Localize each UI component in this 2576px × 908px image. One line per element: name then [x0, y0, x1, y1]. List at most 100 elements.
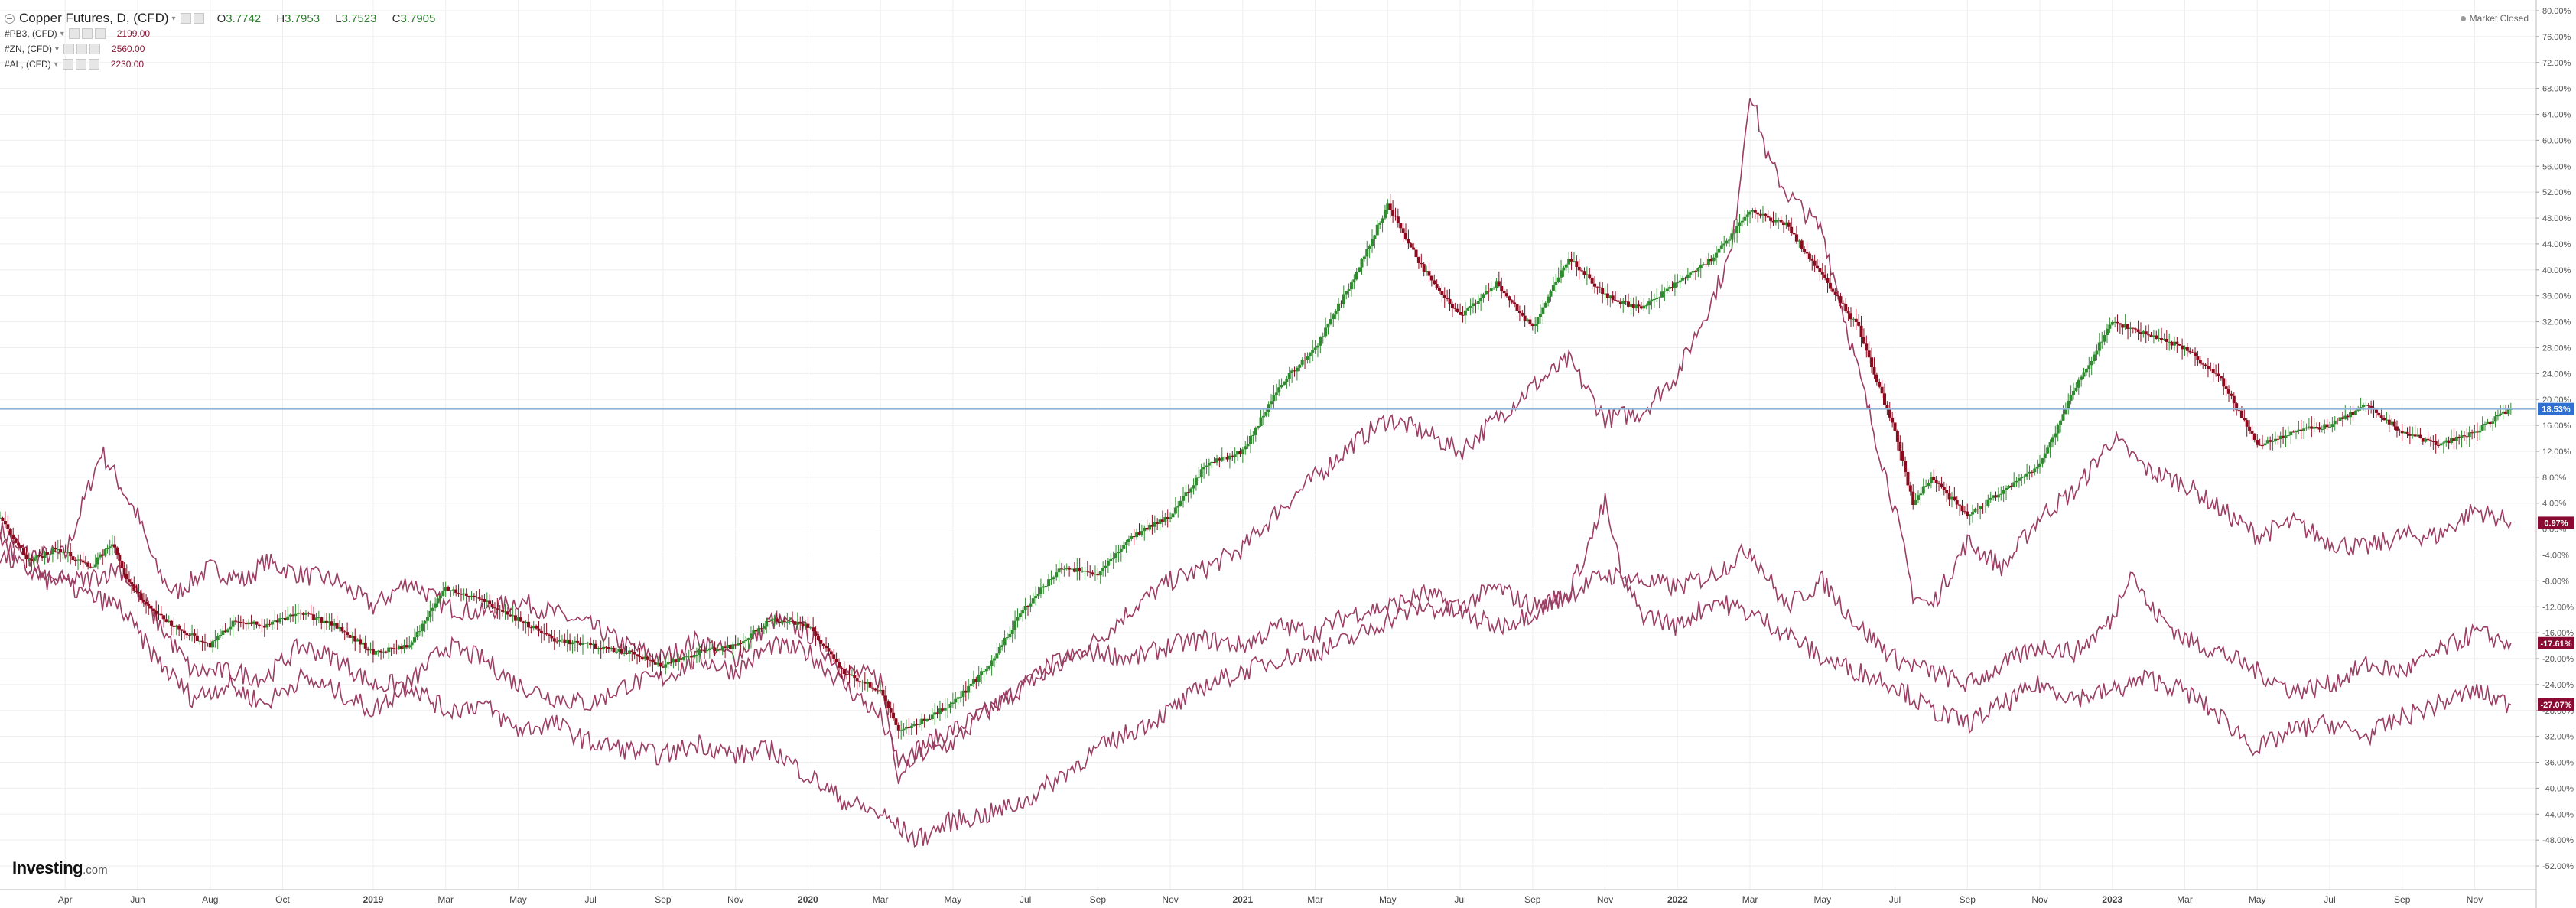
candle-body [135, 590, 138, 592]
close-icon[interactable] [88, 59, 99, 70]
settings-icon[interactable] [81, 28, 93, 39]
candle-body [524, 621, 528, 624]
close-icon[interactable] [94, 28, 106, 39]
candle-body [1049, 579, 1053, 581]
candle-body [1966, 511, 1969, 516]
candle-body [879, 689, 883, 692]
last-value-tag [2538, 402, 2574, 415]
eye-icon[interactable] [63, 44, 75, 54]
candle-body [2152, 335, 2155, 337]
candle-body [995, 653, 999, 659]
chevron-down-icon[interactable]: ▾ [54, 60, 58, 69]
x-tick-label: Mar [2177, 894, 2193, 905]
candle-body [1429, 275, 1433, 281]
candle-body [413, 637, 417, 643]
candle-body [1013, 620, 1017, 630]
candle-body [216, 636, 220, 640]
candle-body [739, 643, 743, 644]
candle-body [1564, 264, 1568, 268]
candle-body [1163, 517, 1167, 522]
candle-body [177, 625, 181, 630]
candle-body [1052, 577, 1055, 580]
eye-icon[interactable] [68, 28, 80, 39]
chevron-down-icon[interactable]: ▾ [55, 44, 60, 54]
symbol-row-al: #AL, (CFD) ▾ 2230.00 [5, 57, 447, 72]
candle-body [1937, 483, 1941, 484]
candle-body [2256, 440, 2259, 445]
logo-text: Investing [12, 858, 83, 877]
candle-body [425, 617, 429, 621]
candle-body [1347, 289, 1351, 291]
candle-body [2450, 438, 2454, 444]
candle-body [1699, 264, 1703, 269]
candle-body [294, 613, 298, 617]
candle-body [359, 639, 363, 645]
close-icon[interactable] [193, 13, 204, 24]
candle-body [501, 610, 505, 612]
candle-body [754, 630, 758, 632]
candle-body [1593, 283, 1597, 287]
candle-body [933, 712, 937, 715]
candle-body [2496, 415, 2500, 417]
candle-body [2012, 482, 2016, 487]
candle-body [1820, 272, 1824, 275]
candle-body [1479, 298, 1483, 301]
candle-body [423, 620, 427, 624]
candle-body [1502, 291, 1506, 294]
candle-body [1075, 568, 1079, 572]
candle-body [2162, 338, 2166, 340]
candle-body [1096, 574, 1100, 576]
candle-body [1766, 216, 1770, 218]
candle-body [1618, 301, 1622, 304]
eye-icon[interactable] [62, 59, 73, 70]
candle-body [899, 730, 903, 731]
candle-body [726, 644, 730, 648]
settings-icon[interactable] [75, 59, 86, 70]
candle-body [223, 630, 227, 633]
candle-body [1220, 457, 1224, 461]
candle-body [2121, 324, 2125, 328]
candle-body [1534, 324, 1537, 327]
candle-body [812, 627, 815, 632]
candle-body [1386, 203, 1390, 210]
candle-body [599, 648, 603, 650]
candle-body [679, 658, 683, 660]
candle-body [2059, 420, 2063, 425]
candle-body [1906, 471, 1910, 486]
high-label: H [276, 11, 285, 25]
candle-body [1345, 291, 1348, 295]
ohlc-readout: O3.7742 H3.7953 L3.7523 C3.7905 [217, 12, 448, 25]
candle-body [343, 631, 346, 633]
candle-body [956, 697, 960, 699]
candle-body [147, 604, 151, 606]
candle-body [2082, 372, 2086, 377]
candle-body [1021, 610, 1025, 614]
candle-body [325, 620, 329, 623]
candle-body [1689, 272, 1693, 275]
settings-icon[interactable] [76, 44, 88, 54]
candle-body [798, 621, 802, 624]
candle-body [2007, 485, 2011, 488]
candle-body [552, 638, 556, 642]
candle-body [421, 623, 424, 632]
y-tick-label: 80.00% [2542, 7, 2571, 16]
candle-body [555, 641, 559, 643]
candle-body [1745, 214, 1749, 217]
candle-body [1725, 240, 1729, 244]
chevron-down-icon[interactable]: ▾ [60, 29, 64, 38]
candle-body [2198, 360, 2202, 364]
x-tick-label: 2022 [1667, 894, 1688, 905]
candle-body [2093, 354, 2096, 362]
chevron-down-icon[interactable]: ▾ [171, 14, 176, 23]
candle-body [1437, 288, 1441, 291]
candle-body [1704, 264, 1708, 265]
y-tick-label: 40.00% [2542, 266, 2571, 275]
candle-body [1971, 512, 1975, 515]
candle-body [1637, 304, 1641, 307]
candle-body [612, 647, 616, 653]
candle-body [1639, 306, 1643, 309]
settings-icon[interactable] [180, 13, 191, 24]
close-icon[interactable] [89, 44, 101, 54]
collapse-toggle-icon[interactable] [5, 13, 15, 24]
